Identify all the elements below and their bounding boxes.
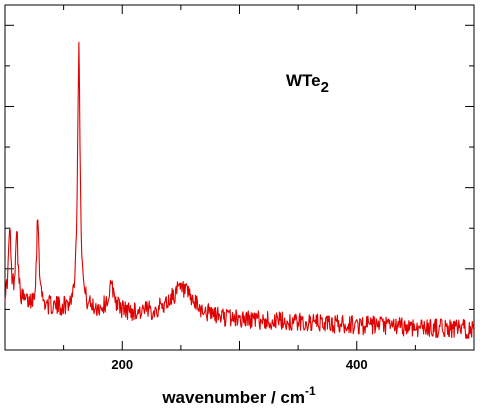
sample-annotation: WTe2: [286, 71, 329, 96]
spectrum-line: [4, 41, 475, 340]
x-tick-label: 200: [111, 357, 133, 372]
x-tick-label: 400: [346, 357, 368, 372]
x-axis-title: wavenumber / cm-1: [161, 384, 316, 407]
plot-frame: [4, 4, 475, 351]
annotation-subscript: 2: [321, 79, 329, 96]
axis-ticks: [5, 5, 474, 350]
annotation-base: WTe: [286, 71, 321, 90]
x-axis-title-text: wavenumber / cm: [161, 388, 305, 407]
x-axis-title-superscript: -1: [305, 384, 316, 398]
